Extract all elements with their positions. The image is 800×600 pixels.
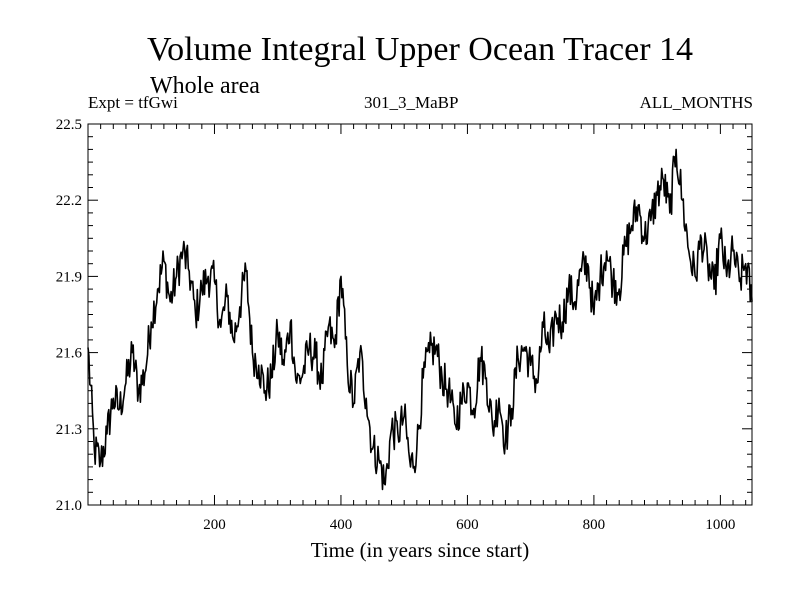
x-tick-label: 1000 [705, 517, 735, 533]
x-axis-label: Time (in years since start) [310, 538, 530, 562]
chart-title: Volume Integral Upper Ocean Tracer 14 [146, 31, 694, 68]
x-tick-label: 800 [583, 517, 606, 533]
x-tick-label: 200 [203, 517, 226, 533]
x-tick-label: 600 [456, 517, 479, 533]
y-tick-label: 21.3 [56, 422, 82, 438]
run-id-label: 301_3_MaBP [364, 93, 459, 112]
y-tick-label: 21.0 [56, 498, 82, 514]
y-tick-label: 21.6 [56, 346, 83, 362]
series-line [87, 148, 753, 491]
y-tick-label: 22.5 [56, 117, 82, 133]
y-tick-label: 21.9 [56, 269, 82, 285]
chart-subtitle: Whole area [150, 73, 260, 99]
y-tick-label: 22.2 [56, 193, 82, 209]
x-tick-label: 400 [330, 517, 353, 533]
period-label: ALL_MONTHS [639, 93, 753, 112]
axis-tick-labels: 200 400 600 800 1000 21.0 21.3 21.6 21.9 22.2 22.5 [56, 117, 736, 533]
axis-ticks [88, 124, 752, 505]
experiment-label: Expt = tfGwi [88, 93, 178, 112]
plot-frame [87, 123, 753, 506]
